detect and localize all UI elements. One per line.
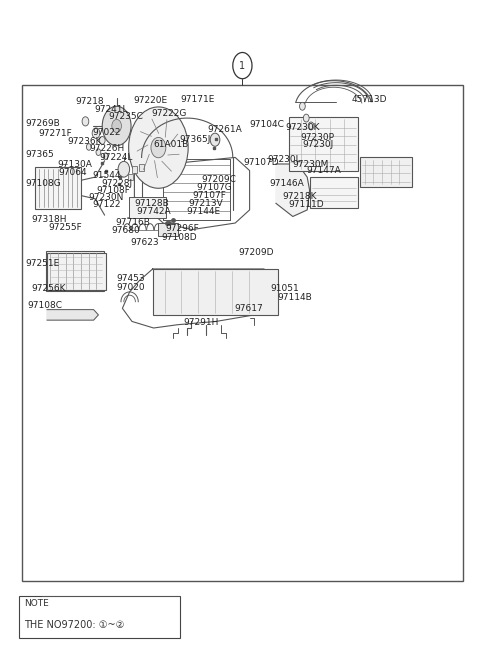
Text: 97108D: 97108D xyxy=(161,233,197,242)
Text: 97107F: 97107F xyxy=(192,191,226,200)
Circle shape xyxy=(86,144,91,150)
Circle shape xyxy=(210,133,220,146)
Text: 97213V: 97213V xyxy=(188,199,223,208)
Circle shape xyxy=(92,128,100,138)
Circle shape xyxy=(308,122,314,130)
Text: 97255F: 97255F xyxy=(48,223,82,232)
Text: 97224L: 97224L xyxy=(100,153,133,162)
Text: 97209D: 97209D xyxy=(238,248,274,257)
Circle shape xyxy=(96,149,101,155)
Polygon shape xyxy=(276,164,310,216)
Text: 97104C: 97104C xyxy=(250,120,285,129)
Circle shape xyxy=(103,153,108,159)
Text: 97236K: 97236K xyxy=(67,136,102,146)
Bar xyxy=(158,223,178,236)
Bar xyxy=(47,253,106,290)
Text: NOTE: NOTE xyxy=(24,599,49,608)
Bar xyxy=(310,177,358,208)
Text: 97209C: 97209C xyxy=(202,174,237,184)
Text: 97064: 97064 xyxy=(58,168,87,177)
Text: 97128B: 97128B xyxy=(134,199,169,208)
Bar xyxy=(128,174,133,180)
Bar xyxy=(129,197,166,218)
Text: 97716B: 97716B xyxy=(115,218,150,227)
Bar xyxy=(35,167,81,209)
Text: 97226H: 97226H xyxy=(90,144,125,153)
Bar xyxy=(22,85,463,581)
Bar xyxy=(46,251,104,291)
Text: 97365J: 97365J xyxy=(180,135,211,144)
Text: 97218K: 97218K xyxy=(282,192,317,201)
Text: 97108G: 97108G xyxy=(25,179,60,188)
Text: THE NO97200: ①~②: THE NO97200: ①~② xyxy=(24,619,124,630)
Bar xyxy=(139,164,144,171)
Text: 97220E: 97220E xyxy=(133,96,168,105)
Text: 97146A: 97146A xyxy=(270,179,304,188)
Text: 97617: 97617 xyxy=(234,304,263,313)
Text: 97130A: 97130A xyxy=(58,160,93,169)
Bar xyxy=(19,596,180,638)
Circle shape xyxy=(233,52,252,79)
Text: 97271F: 97271F xyxy=(38,129,72,138)
Text: 97114B: 97114B xyxy=(277,293,312,302)
Text: 97222G: 97222G xyxy=(152,109,187,118)
Text: 97107D: 97107D xyxy=(244,158,279,167)
Circle shape xyxy=(82,117,89,126)
Text: 97171E: 97171E xyxy=(180,95,215,104)
Text: 97022: 97022 xyxy=(93,128,121,137)
Circle shape xyxy=(303,114,309,122)
Text: 97256K: 97256K xyxy=(31,284,66,293)
Text: 97453: 97453 xyxy=(117,274,145,283)
Text: 97623: 97623 xyxy=(131,237,159,247)
Text: 97108F: 97108F xyxy=(96,186,130,195)
Text: 91544: 91544 xyxy=(93,171,121,180)
Text: 97269B: 97269B xyxy=(25,119,60,128)
Text: 97680: 97680 xyxy=(111,226,140,235)
Text: 97251E: 97251E xyxy=(25,259,59,268)
Text: 97230J: 97230J xyxy=(302,140,334,150)
Text: 97144E: 97144E xyxy=(186,207,220,216)
Text: 97107G: 97107G xyxy=(196,183,232,192)
Text: 97235C: 97235C xyxy=(108,112,143,121)
Text: 97147A: 97147A xyxy=(306,166,341,175)
Text: 97230M: 97230M xyxy=(293,160,329,169)
Text: 97291H: 97291H xyxy=(183,318,219,327)
Circle shape xyxy=(112,119,121,133)
Text: 61A01B: 61A01B xyxy=(154,140,189,150)
Text: 97111D: 97111D xyxy=(288,200,324,209)
Circle shape xyxy=(102,106,131,146)
Text: 97261A: 97261A xyxy=(207,125,242,134)
Bar xyxy=(289,117,358,171)
Bar xyxy=(132,166,137,173)
Text: 97365: 97365 xyxy=(25,150,54,159)
Bar xyxy=(360,157,412,187)
Polygon shape xyxy=(47,310,98,320)
Text: 97296F: 97296F xyxy=(166,224,199,234)
Text: 97218: 97218 xyxy=(76,96,105,106)
Text: 45713D: 45713D xyxy=(351,95,387,104)
Text: 97228J: 97228J xyxy=(102,178,133,188)
Circle shape xyxy=(151,138,166,158)
Text: 97318H: 97318H xyxy=(32,215,67,224)
Circle shape xyxy=(129,107,188,188)
Text: 97230N: 97230N xyxy=(89,193,124,202)
Text: 97742A: 97742A xyxy=(137,207,171,216)
Circle shape xyxy=(118,161,130,177)
Bar xyxy=(153,269,278,315)
Text: 91051: 91051 xyxy=(271,284,300,293)
Text: 97230L: 97230L xyxy=(267,155,300,164)
Circle shape xyxy=(99,136,105,144)
Text: 97108C: 97108C xyxy=(28,301,63,310)
Text: 1: 1 xyxy=(240,60,245,71)
Text: 97122: 97122 xyxy=(93,200,121,209)
Text: 97241L: 97241L xyxy=(94,105,128,114)
Text: 97230P: 97230P xyxy=(300,133,335,142)
Text: 97020: 97020 xyxy=(117,283,145,292)
Circle shape xyxy=(300,102,305,110)
Text: 97230K: 97230K xyxy=(286,123,320,132)
